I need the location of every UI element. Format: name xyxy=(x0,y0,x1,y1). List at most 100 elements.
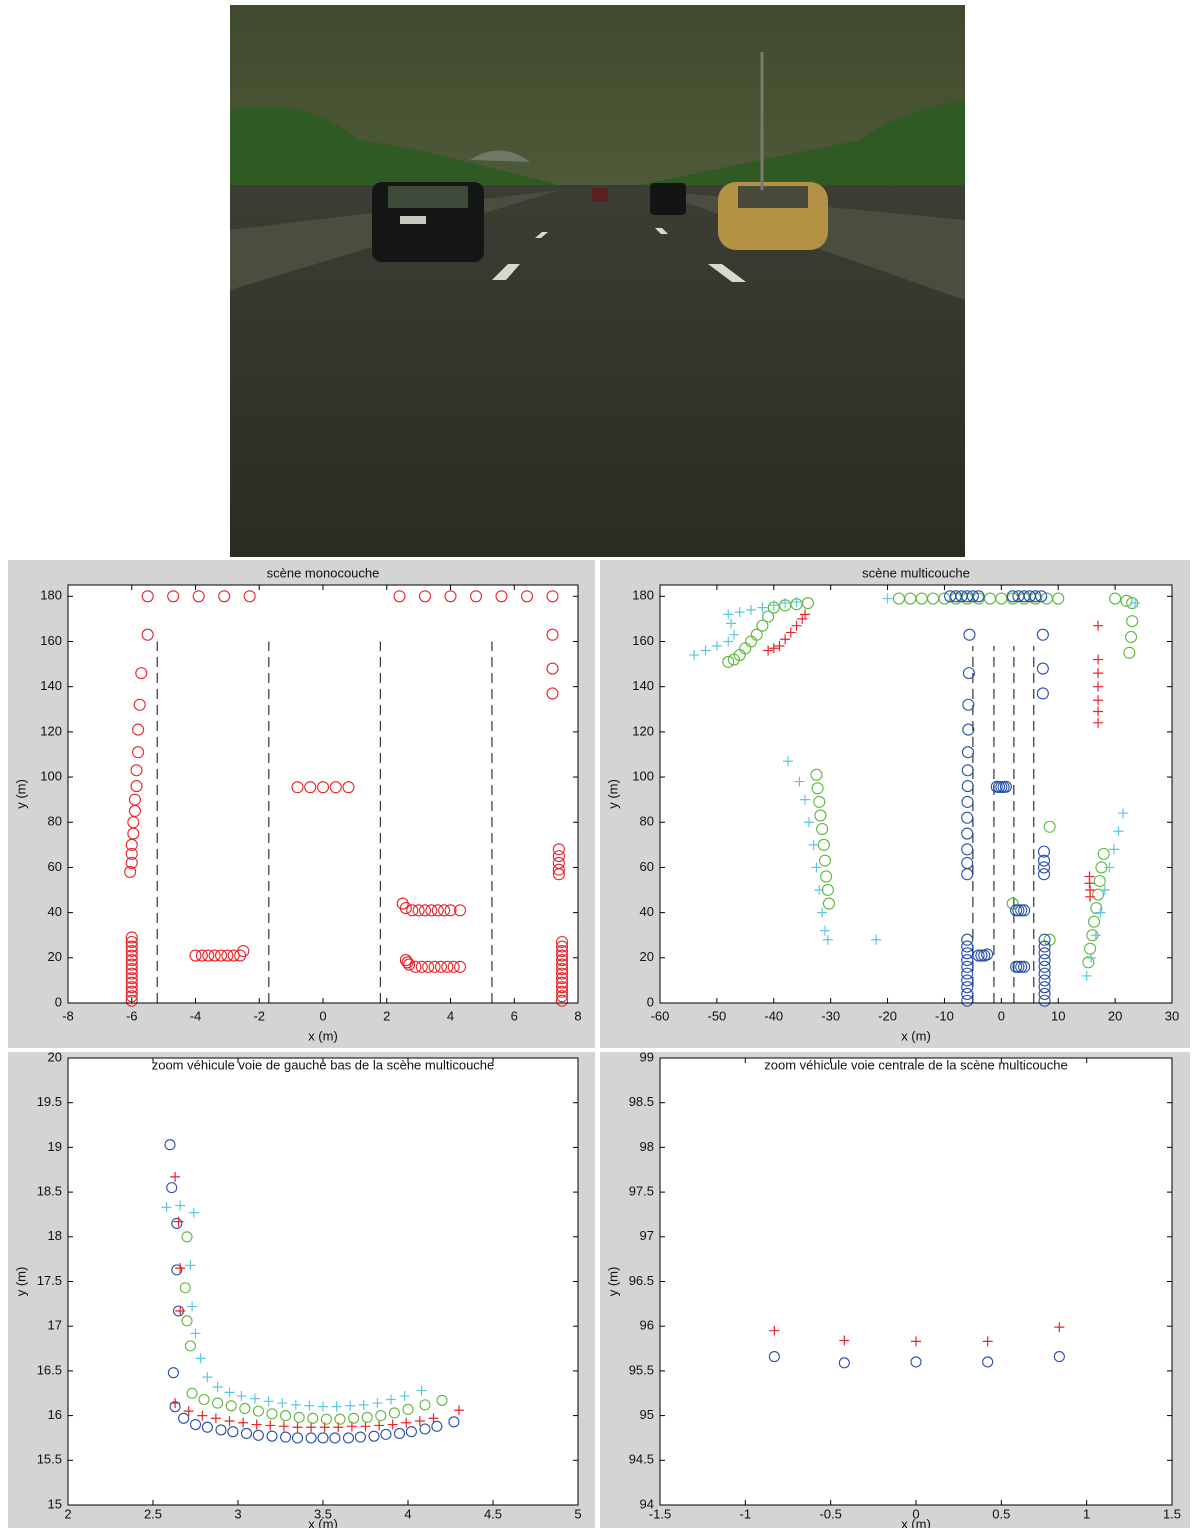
y-axis-label: y (m) xyxy=(13,1267,28,1297)
plus-marker xyxy=(175,1306,186,1316)
plus-marker xyxy=(374,1420,385,1431)
circle-marker xyxy=(1093,874,1106,888)
plus-marker xyxy=(1104,862,1115,873)
circle-marker xyxy=(1052,592,1065,605)
circle-marker xyxy=(189,949,202,962)
plus-marker xyxy=(251,1419,262,1430)
circle-marker xyxy=(556,972,569,985)
x-tick-label: -30 xyxy=(821,1008,840,1023)
y-tick-label: 17 xyxy=(48,1318,62,1333)
plus-marker xyxy=(1085,891,1096,902)
x-tick-label: 4.5 xyxy=(484,1506,502,1521)
circle-marker xyxy=(218,590,231,603)
circle-marker xyxy=(1037,868,1051,881)
circle-marker xyxy=(317,1432,329,1444)
circle-marker xyxy=(556,981,569,994)
circle-marker xyxy=(1090,902,1103,915)
plus-marker xyxy=(814,885,825,896)
y-tick-label: 96 xyxy=(640,1318,654,1333)
circle-marker xyxy=(1038,954,1051,967)
circle-marker xyxy=(444,590,457,603)
circle-marker xyxy=(419,1399,431,1411)
plus-marker xyxy=(238,1417,249,1428)
circle-marker xyxy=(961,811,974,824)
circle-marker xyxy=(125,940,138,953)
y-tick-label: 94 xyxy=(640,1496,654,1511)
circle-marker xyxy=(403,958,416,971)
y-axis-label: y (m) xyxy=(605,779,620,809)
plus-marker xyxy=(197,1410,208,1421)
y-tick-label: 140 xyxy=(40,678,62,693)
circle-marker xyxy=(428,960,441,973)
circle-marker xyxy=(1037,861,1051,874)
plot-area xyxy=(68,1058,578,1505)
plus-marker xyxy=(1118,808,1129,819)
plus-marker xyxy=(1093,706,1104,717)
circle-marker xyxy=(132,723,145,736)
plus-marker xyxy=(263,1396,274,1407)
circle-marker xyxy=(961,987,974,1001)
plus-marker xyxy=(1093,717,1104,728)
y-tick-label: 40 xyxy=(48,904,62,919)
circle-marker xyxy=(546,687,559,700)
x-tick-label: -6 xyxy=(126,1008,138,1023)
plus-marker xyxy=(454,1405,464,1416)
y-tick-label: 95 xyxy=(640,1407,654,1422)
x-tick-label: -20 xyxy=(878,1008,897,1023)
circle-marker xyxy=(552,863,565,876)
circle-marker xyxy=(999,780,1012,793)
plus-marker xyxy=(188,1207,199,1218)
y-tick-label: 19.5 xyxy=(37,1094,62,1109)
x-tick-label: 3.5 xyxy=(314,1506,332,1521)
road xyxy=(230,185,965,557)
circle-marker xyxy=(266,1408,278,1420)
circle-marker xyxy=(756,619,769,632)
camera-image xyxy=(230,5,965,557)
circle-marker xyxy=(1018,904,1031,917)
circle-marker xyxy=(556,976,569,989)
circle-marker xyxy=(1043,820,1056,833)
y-tick-label: 180 xyxy=(40,588,62,603)
circle-marker xyxy=(822,897,836,910)
circle-marker xyxy=(195,949,208,962)
plus-marker xyxy=(817,907,828,918)
y-tick-label: 98 xyxy=(640,1139,654,1154)
circle-marker xyxy=(556,963,569,976)
circle-marker xyxy=(441,960,454,973)
plus-marker xyxy=(195,1353,206,1364)
circle-marker xyxy=(291,1432,304,1444)
plus-marker xyxy=(791,596,802,607)
plus-marker xyxy=(175,1263,186,1274)
circle-marker xyxy=(1124,630,1138,644)
plus-marker xyxy=(785,627,796,638)
circle-marker xyxy=(125,990,138,1003)
circle-marker xyxy=(141,628,154,641)
circle-marker xyxy=(252,1405,264,1417)
circle-marker xyxy=(125,981,138,994)
plus-marker xyxy=(1108,844,1119,855)
plus-marker xyxy=(1113,826,1124,837)
circle-marker xyxy=(1036,662,1049,675)
plus-marker xyxy=(1086,952,1097,963)
circle-marker xyxy=(1029,590,1042,603)
x-tick-label: 10 xyxy=(1051,1008,1065,1023)
circle-marker xyxy=(375,1410,387,1422)
circle-marker xyxy=(239,1402,251,1414)
circle-marker xyxy=(1082,956,1095,969)
circle-marker xyxy=(961,843,974,856)
plus-marker xyxy=(185,1260,196,1271)
plus-marker xyxy=(161,1202,172,1213)
circle-marker xyxy=(402,1403,414,1415)
circle-marker xyxy=(307,1412,319,1424)
circle-marker xyxy=(125,963,138,976)
circle-marker xyxy=(181,1315,193,1327)
circle-marker xyxy=(546,662,559,675)
circle-marker xyxy=(125,847,138,860)
x-tick-label: 0 xyxy=(998,1008,1005,1023)
circle-marker xyxy=(214,949,228,962)
y-tick-label: 18 xyxy=(48,1228,62,1243)
circle-marker xyxy=(1120,594,1133,607)
plus-marker xyxy=(1099,885,1110,896)
plus-marker xyxy=(911,1336,921,1347)
plus-marker xyxy=(170,1398,181,1409)
